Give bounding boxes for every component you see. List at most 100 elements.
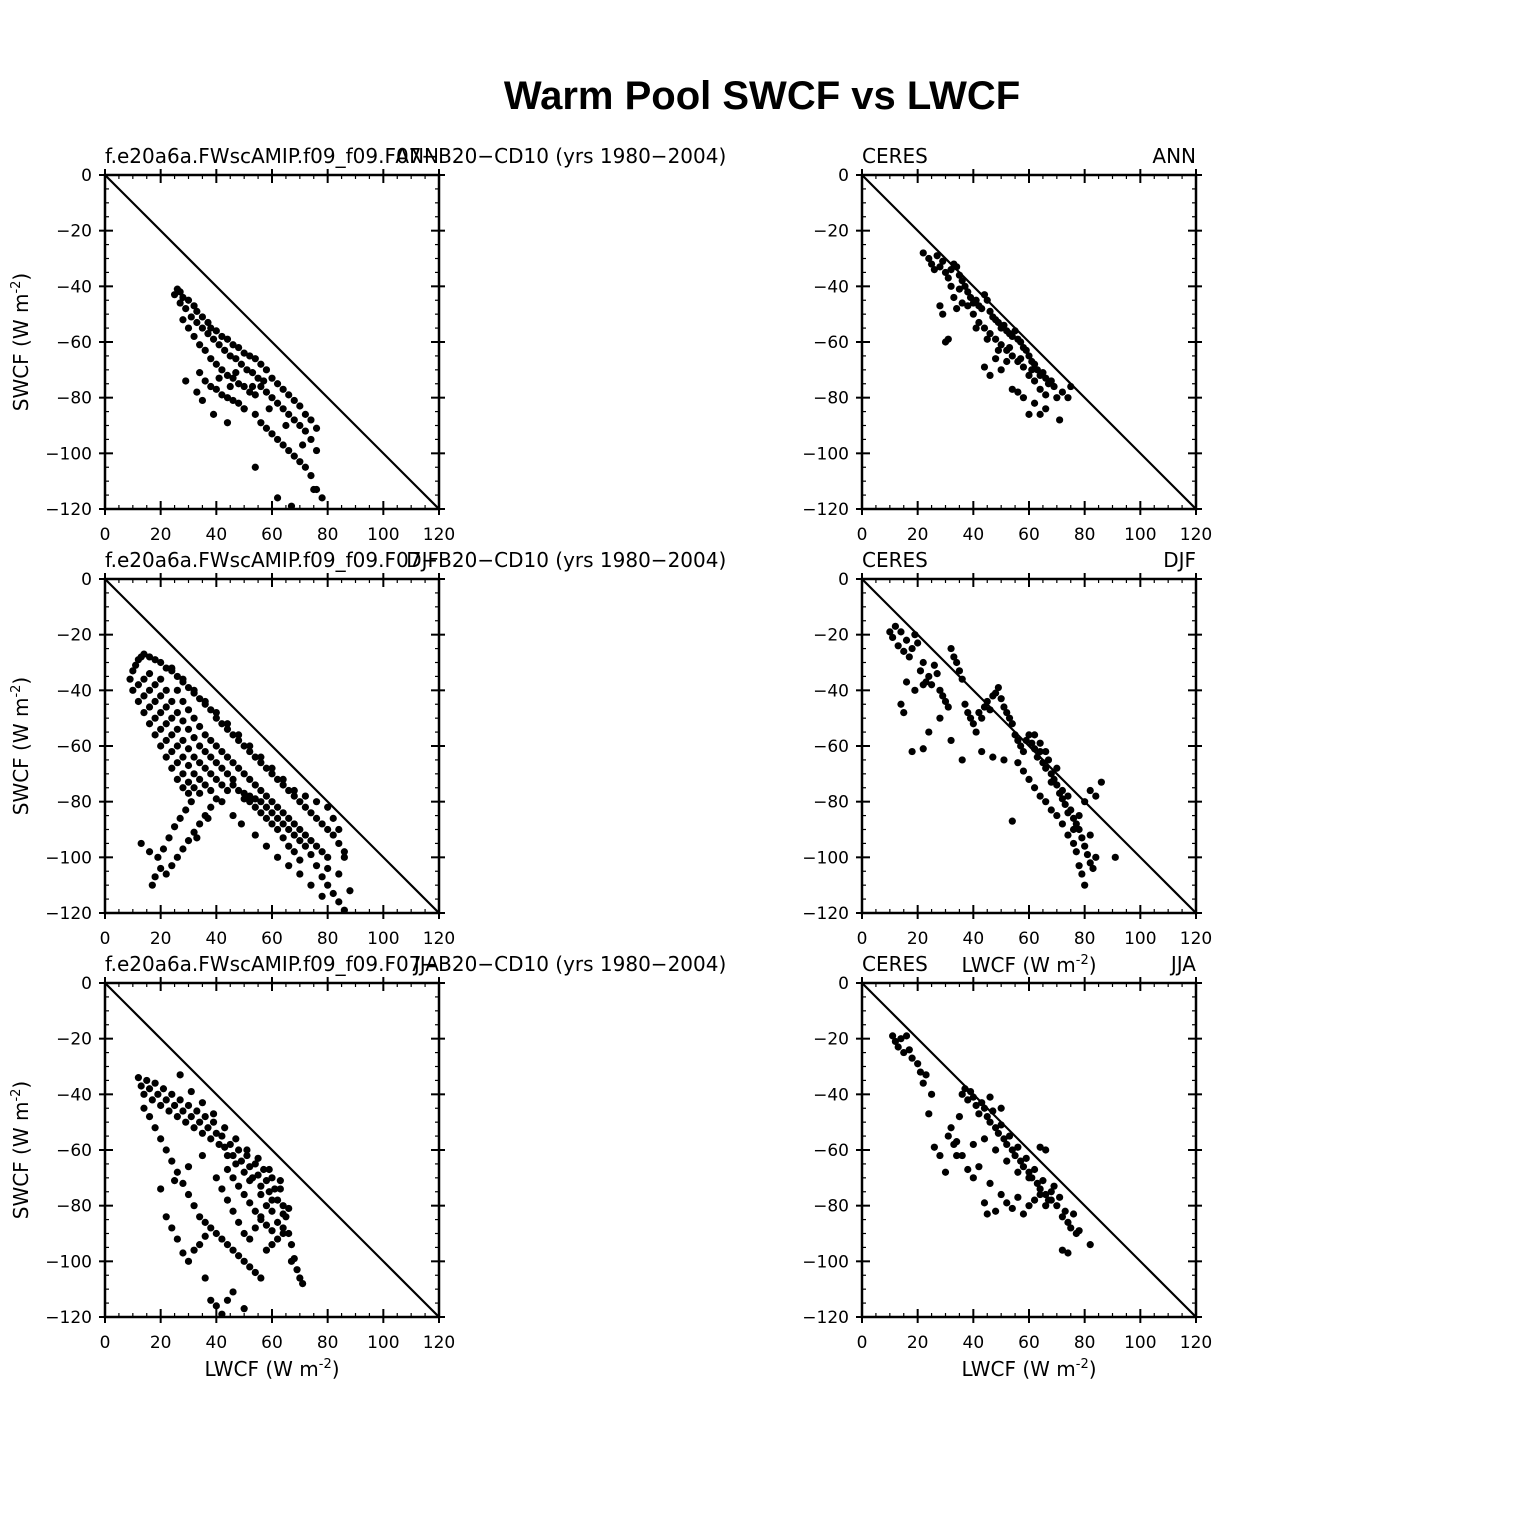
data-point — [312, 814, 321, 822]
data-point — [218, 1235, 226, 1243]
data-point — [187, 798, 195, 806]
data-point — [201, 346, 209, 354]
data-point — [969, 1140, 977, 1149]
data-point — [151, 656, 159, 664]
panel-left-title: CERES — [862, 548, 928, 572]
data-point — [889, 633, 897, 642]
data-point — [240, 1190, 248, 1199]
data-point — [936, 302, 944, 310]
data-point — [290, 786, 298, 795]
data-point — [969, 1174, 977, 1182]
data-point — [335, 898, 343, 906]
data-point — [1064, 831, 1072, 839]
data-point — [221, 346, 229, 354]
data-point — [201, 781, 209, 789]
data-point — [212, 327, 220, 335]
panel-5: 0 20 40 60 80 100 120 0 −20 −40 −60 −80 −100 −120 CERE… — [802, 952, 1212, 1381]
data-point — [947, 736, 955, 745]
data-point — [196, 1118, 204, 1126]
data-point — [992, 1146, 1000, 1154]
data-point — [268, 1227, 276, 1235]
data-point — [187, 313, 195, 321]
data-point — [262, 1202, 271, 1210]
data-point — [1078, 834, 1086, 842]
data-point — [969, 1093, 977, 1101]
x-tick-label: 20 — [150, 929, 172, 949]
data-point — [296, 402, 304, 410]
x-tick-label: 120 — [423, 929, 455, 949]
panel-left-title: f.e20a6a.FWscAMIP.f09_f09.F07−B20−CD10 (… — [105, 952, 726, 976]
data-point — [941, 697, 950, 706]
data-point — [262, 388, 271, 396]
data-point — [1036, 792, 1044, 800]
data-point — [279, 405, 287, 413]
y-tick-label: −120 — [802, 904, 849, 924]
data-point — [972, 324, 980, 332]
data-point — [1058, 795, 1066, 803]
data-point — [324, 853, 332, 861]
data-point — [983, 1210, 991, 1218]
panel-4: 0 20 40 60 80 100 120 0 −20 −40 −60 −80 −100 −120 f.e2… — [9, 952, 726, 1381]
data-point — [1067, 382, 1075, 391]
data-point — [972, 1101, 980, 1110]
data-point — [198, 1151, 207, 1160]
data-point — [312, 424, 321, 432]
data-point — [1039, 369, 1047, 377]
data-point — [927, 260, 936, 268]
data-point — [207, 1224, 215, 1232]
x-tick-label: 100 — [1124, 1333, 1156, 1353]
data-point — [994, 683, 1002, 692]
data-point — [1014, 388, 1022, 396]
data-point — [324, 864, 332, 873]
data-point — [1044, 756, 1053, 764]
data-point — [140, 1090, 148, 1098]
data-point — [958, 1151, 966, 1160]
data-point — [209, 410, 218, 418]
data-point — [986, 330, 994, 338]
data-point — [168, 747, 176, 756]
data-point — [1025, 1168, 1033, 1176]
data-point — [287, 1241, 296, 1249]
data-point — [237, 1157, 245, 1165]
data-point — [184, 778, 193, 786]
data-point — [1058, 1246, 1066, 1254]
data-point — [157, 725, 165, 733]
data-point — [1075, 825, 1083, 834]
data-point — [184, 1190, 193, 1199]
data-point — [168, 862, 176, 870]
y-tick-label: 0 — [81, 570, 92, 590]
x-tick-label: 120 — [423, 525, 455, 545]
data-point — [285, 1204, 293, 1213]
data-point — [207, 736, 215, 745]
data-point — [157, 692, 165, 700]
data-point — [997, 695, 1005, 703]
data-point — [276, 1185, 284, 1193]
data-point — [229, 1174, 237, 1182]
y-tick-label: −40 — [813, 1085, 849, 1105]
data-point — [953, 1151, 961, 1160]
data-point — [1019, 394, 1028, 402]
data-point — [145, 703, 154, 711]
data-point — [983, 697, 991, 706]
y-tick-label: −20 — [813, 1030, 849, 1050]
data-point — [273, 435, 282, 444]
data-point — [170, 1177, 179, 1185]
data-point — [279, 1229, 287, 1238]
data-point — [257, 753, 265, 761]
data-point — [235, 1252, 243, 1260]
data-point — [1058, 1213, 1066, 1221]
data-point — [240, 795, 248, 803]
data-point — [240, 405, 248, 413]
data-point — [190, 753, 198, 761]
data-point — [1036, 410, 1044, 418]
data-point — [223, 725, 232, 733]
x-tick-label: 40 — [963, 929, 985, 949]
data-point — [212, 360, 220, 368]
data-point — [265, 1165, 273, 1174]
data-point — [268, 770, 276, 778]
data-point — [1039, 759, 1047, 767]
data-point — [989, 1107, 997, 1115]
data-point — [204, 330, 212, 338]
data-point — [226, 1140, 234, 1149]
data-point — [157, 709, 165, 717]
